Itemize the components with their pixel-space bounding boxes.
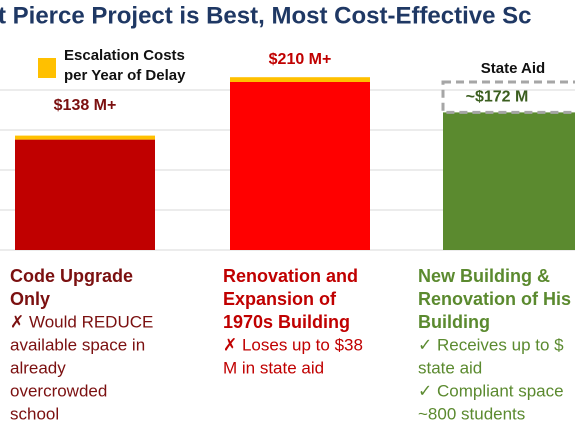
note-text: overcrowded — [10, 381, 107, 400]
value-label: ~$172 M — [466, 88, 529, 105]
note-text: already — [10, 358, 66, 377]
note-text: M in state aid — [223, 358, 324, 377]
value-label: $210 M+ — [269, 51, 332, 68]
bar — [443, 112, 575, 251]
note-text: ~800 students — [418, 404, 525, 423]
note-text: ✓ Receives up to $ — [418, 335, 564, 354]
state-aid-box — [441, 80, 575, 114]
category-label: Renovation and — [223, 266, 358, 286]
state-aid-label: State Aid — [481, 60, 545, 77]
bar — [230, 82, 370, 250]
legend-swatch — [38, 58, 56, 78]
escalation-segment — [15, 135, 155, 140]
note-text: state aid — [418, 358, 482, 377]
category-label: Renovation of His — [418, 289, 571, 309]
category-label: Expansion of — [223, 289, 337, 309]
chart-title: t Pierce Project is Best, Most Cost-Effe… — [0, 2, 532, 29]
note-text: school — [10, 404, 59, 423]
note-text: ✓ Compliant space — [418, 381, 564, 400]
note-text: available space in — [10, 335, 145, 354]
category-label: Building — [418, 312, 490, 332]
category-label: 1970s Building — [223, 312, 350, 332]
escalation-segment — [230, 77, 370, 82]
note-text: ✗ Loses up to $38 — [223, 335, 363, 354]
category-label: Code Upgrade — [10, 266, 133, 286]
bar — [15, 139, 155, 250]
note-text: ✗ Would REDUCE — [10, 312, 153, 331]
legend-label: Escalation Costs per Year of Delay — [64, 47, 186, 84]
category-label: Only — [10, 289, 50, 309]
value-label: $138 M+ — [54, 97, 117, 114]
category-label: New Building & — [418, 266, 550, 286]
